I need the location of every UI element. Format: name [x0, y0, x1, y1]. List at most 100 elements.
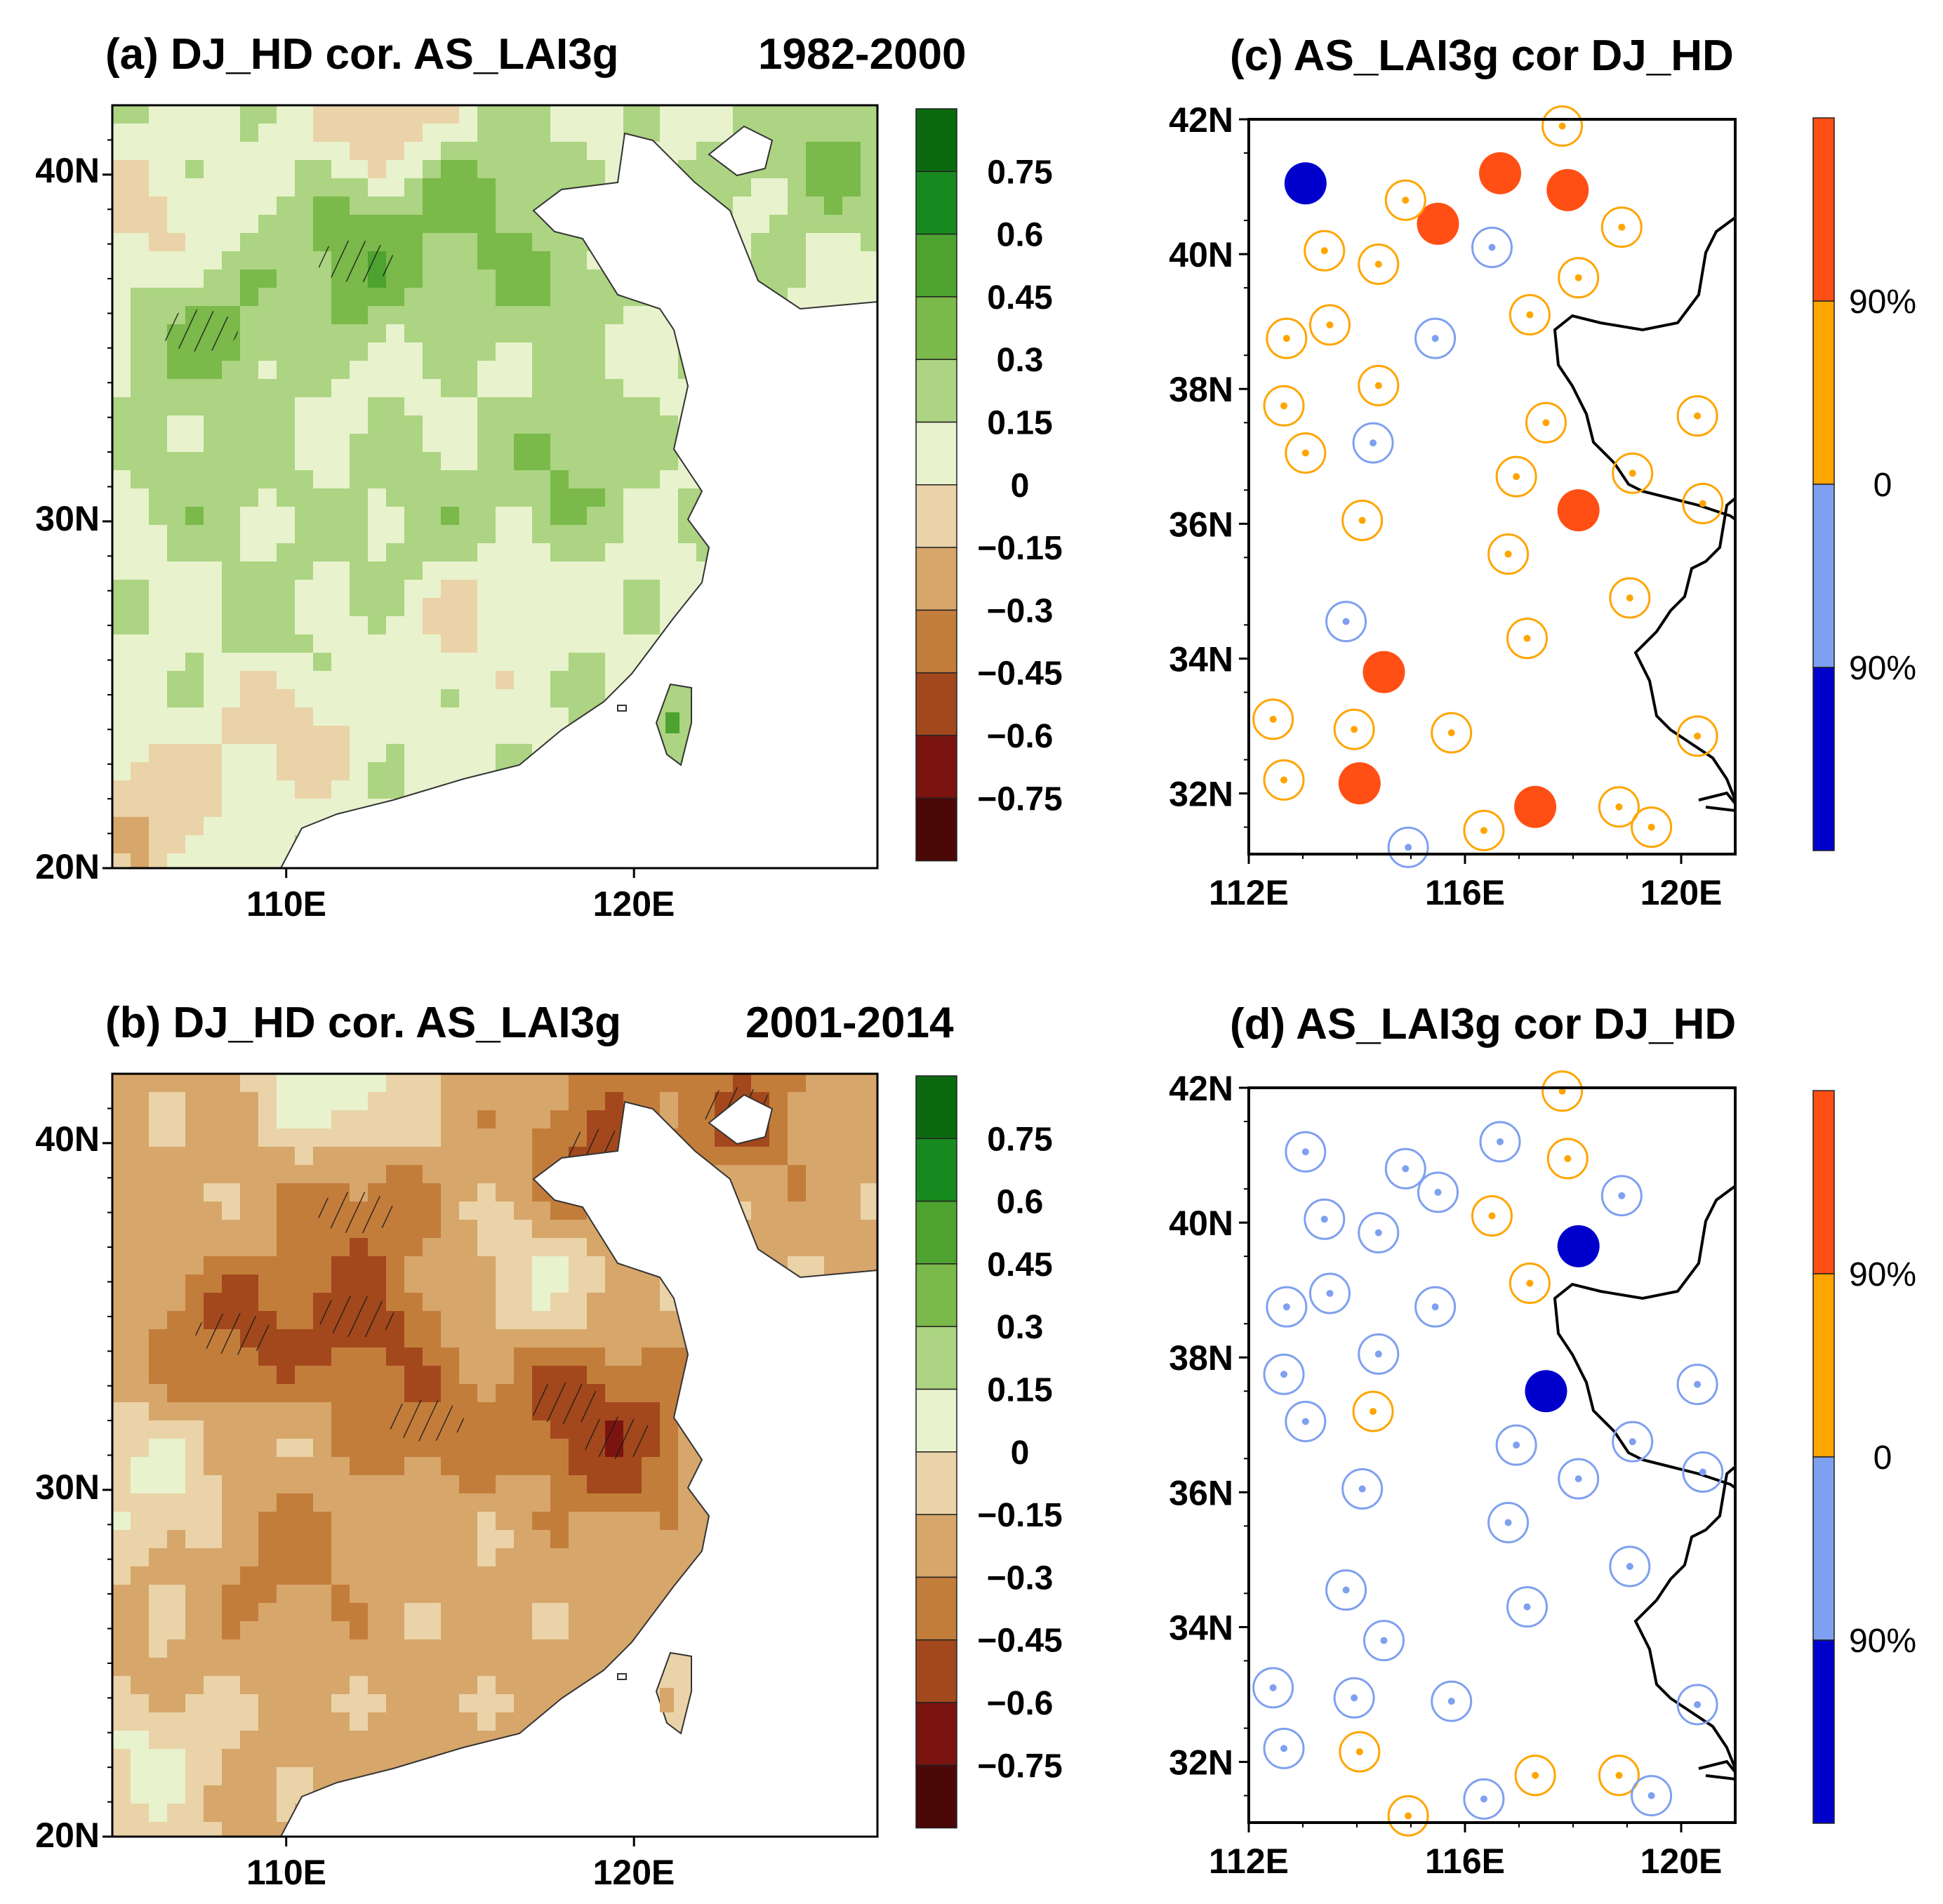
contour-cell	[167, 817, 186, 836]
contour-cell	[605, 1274, 624, 1293]
contour-cell	[350, 488, 369, 507]
contour-cell	[423, 1129, 442, 1147]
contour-cell	[313, 434, 332, 453]
contour-cell	[295, 142, 314, 161]
contour-cell	[386, 1366, 405, 1385]
panel-b-lat-label: 40N	[35, 1119, 100, 1159]
contour-cell	[185, 653, 204, 672]
station-dot	[1342, 618, 1350, 625]
contour-cell	[824, 1092, 843, 1111]
colorbar-segment	[915, 1639, 957, 1703]
station-marker	[1479, 1121, 1521, 1163]
contour-cell	[185, 1530, 204, 1549]
contour-cell	[258, 1621, 277, 1640]
contour-cell	[131, 1165, 150, 1184]
contour-cell	[569, 689, 588, 708]
contour-cell	[185, 1074, 204, 1093]
contour-cell	[295, 470, 314, 489]
contour-cell	[404, 306, 423, 325]
contour-cell	[514, 233, 533, 252]
contour-cell	[149, 361, 168, 380]
contour-cell	[605, 379, 624, 398]
contour-cell	[642, 434, 661, 453]
contour-cell	[131, 726, 150, 745]
contour-cell	[806, 288, 825, 307]
contour-cell	[569, 1566, 588, 1585]
contour-cell	[623, 1566, 642, 1585]
contour-cell	[842, 1165, 861, 1184]
contour-cell	[167, 251, 186, 270]
contour-cell	[386, 1676, 405, 1695]
contour-cell	[149, 1530, 168, 1549]
contour-cell	[112, 1420, 131, 1439]
contour-cell	[149, 342, 168, 361]
contour-cell	[331, 543, 350, 562]
contour-cell	[550, 1585, 569, 1604]
contour-cell	[222, 124, 241, 142]
contour-cell	[660, 1512, 679, 1531]
contour-cell	[258, 452, 277, 471]
contour-cell	[167, 197, 186, 215]
contour-cell	[788, 197, 807, 215]
contour-cell	[441, 178, 460, 197]
lat-label: 40N	[1169, 1204, 1233, 1243]
contour-cell	[204, 488, 223, 507]
contour-cell	[331, 105, 350, 124]
contour-cell	[550, 361, 569, 380]
contour-cell	[532, 1530, 551, 1549]
contour-cell	[514, 361, 533, 380]
contour-cell	[532, 1621, 551, 1640]
lat-label: 34N	[1169, 1608, 1233, 1647]
contour-cell	[459, 397, 478, 416]
contour-cell	[185, 1694, 204, 1713]
contour-cell	[733, 1147, 752, 1166]
panel-d-coastline	[1553, 1185, 1735, 1780]
contour-cell	[824, 1256, 843, 1275]
contour-cell	[569, 470, 588, 489]
contour-cell	[167, 543, 186, 562]
contour-cell	[277, 1201, 296, 1220]
contour-cell	[423, 1493, 442, 1512]
contour-cell	[112, 1110, 131, 1129]
contour-cell	[112, 1220, 131, 1239]
contour-cell	[477, 1311, 496, 1330]
contour-cell	[623, 580, 642, 599]
contour-cell	[240, 1475, 259, 1494]
station-marker	[1431, 1680, 1473, 1722]
contour-cell	[496, 689, 515, 708]
contour-cell	[514, 1512, 533, 1531]
contour-cell	[240, 1712, 259, 1731]
contour-cell	[277, 434, 296, 453]
contour-cell	[222, 1366, 241, 1385]
contour-cell	[258, 1366, 277, 1385]
contour-cell	[295, 342, 314, 361]
panel-b-title: (b) DJ_HD cor. AS_LAI3g	[105, 999, 621, 1047]
contour-cell	[441, 470, 460, 489]
contour-cell	[587, 124, 606, 142]
contour-cell	[496, 1092, 515, 1111]
contour-cell	[368, 1092, 387, 1111]
contour-cell	[441, 1220, 460, 1239]
station-dot	[1532, 1771, 1539, 1779]
contour-cell	[788, 1220, 807, 1239]
contour-cell	[569, 379, 588, 398]
contour-cell	[459, 1329, 478, 1348]
contour-cell	[550, 671, 569, 690]
contour-cell	[258, 1530, 277, 1549]
contour-cell	[459, 616, 478, 635]
contour-cell	[587, 671, 606, 690]
contour-cell	[185, 397, 204, 416]
contour-cell	[222, 1238, 241, 1257]
contour-cell	[441, 197, 460, 215]
contour-cell	[149, 1420, 168, 1439]
contour-cell	[441, 744, 460, 763]
lat-label: 40N	[1169, 235, 1233, 274]
colorbar-segment	[915, 233, 957, 298]
station-marker-significant	[1417, 202, 1459, 245]
colorbar-label: 90%	[1849, 1256, 1916, 1293]
contour-cell	[258, 1347, 277, 1366]
lat-label: 38N	[1169, 1338, 1233, 1378]
contour-cell	[185, 142, 204, 161]
contour-cell	[167, 1767, 186, 1786]
contour-cell	[678, 488, 697, 507]
